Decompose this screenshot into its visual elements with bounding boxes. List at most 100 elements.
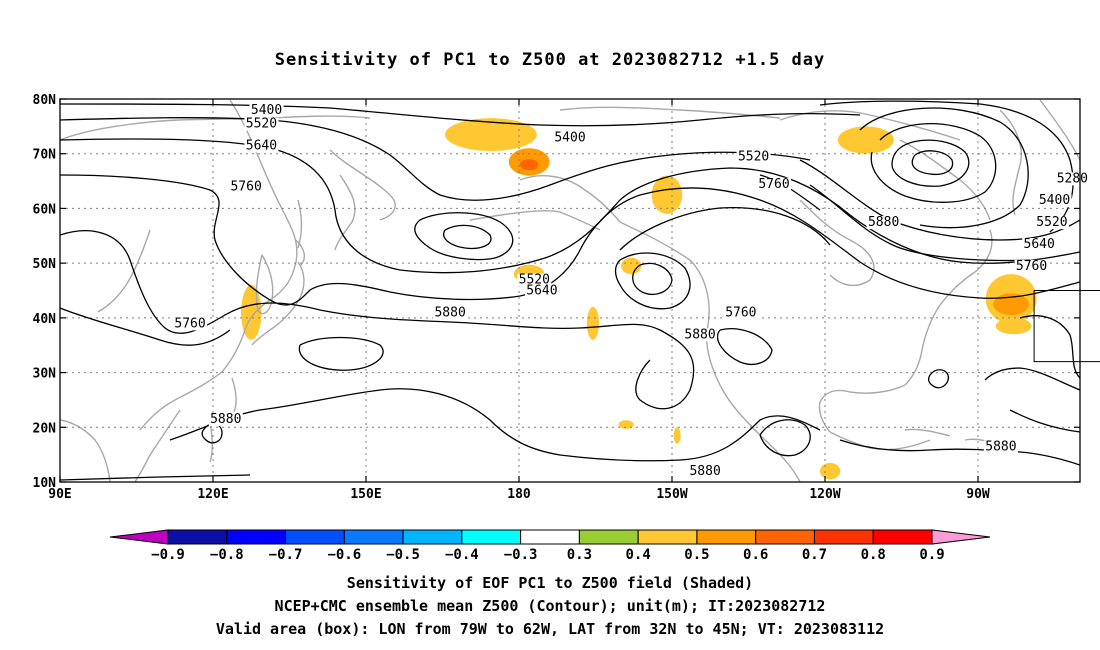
lat-tick-label: 10N [33, 476, 57, 491]
sensitivity-blob [993, 293, 1029, 316]
z500-contour [891, 139, 970, 187]
z500-contour [928, 369, 949, 389]
lat-tick-label: 40N [33, 312, 57, 327]
contour-label: 5760 [174, 316, 205, 331]
lon-tick-label: 90W [966, 487, 990, 502]
z500-contour [60, 117, 811, 201]
z500-contour [60, 103, 861, 127]
colorbar-right-arrow [931, 529, 991, 545]
contour-label-bg [524, 284, 559, 298]
z500-contour [1009, 409, 1080, 433]
contour-label-bg [723, 306, 758, 320]
z500-contour [859, 107, 1029, 229]
contour-label-bg [683, 328, 718, 342]
contour-label: 5400 [554, 130, 585, 145]
z500-contour [809, 184, 1031, 262]
colorbar-swatch [402, 529, 463, 545]
z500-contour [839, 439, 1080, 466]
contour-label-bg [1055, 172, 1090, 186]
sensitivity-blob [837, 126, 894, 154]
lat-tick-label: 30N [33, 367, 57, 382]
contour-label: 5400 [1039, 193, 1070, 208]
map-frame [59, 98, 1081, 483]
caption-line-3: Valid area (box): LON from 79W to 62W, L… [215, 620, 885, 638]
contour-label-bg [757, 177, 791, 191]
coastline [297, 199, 303, 249]
valid-area-box [1033, 290, 1100, 363]
colorbar-level-label: −0.8 [210, 547, 244, 563]
contour-label-bg [688, 465, 723, 479]
colorbar-level-label: −0.4 [445, 547, 479, 563]
lon-tick-label: 150W [656, 487, 687, 502]
colorbar-level-label: −0.3 [504, 547, 538, 563]
z500-contour [984, 367, 1080, 391]
coastline [134, 409, 181, 482]
contour-label-bg [249, 103, 284, 117]
z500-contour [60, 138, 1080, 274]
sensitivity-blob [1083, 370, 1100, 419]
contour-label-bg [433, 306, 468, 320]
lon-tick-label: 180 [507, 487, 531, 502]
contour-label-bg [517, 273, 552, 287]
colorbar-level-label: 0.4 [626, 547, 651, 563]
contour-label: 5880 [689, 464, 720, 479]
coastline [60, 115, 371, 141]
contour-label-bg [208, 413, 243, 427]
z500-contour [619, 206, 831, 251]
colorbar-level-label: 0.5 [684, 547, 709, 563]
z500-contour [1019, 315, 1080, 379]
colorbar-swatch [226, 529, 287, 545]
z500-contour [870, 123, 997, 203]
sensitivity-blob [618, 420, 634, 429]
z500-contour [716, 328, 773, 365]
sensitivity-blob [586, 306, 600, 340]
coastline [251, 261, 305, 346]
lon-tick-label: 120E [197, 487, 228, 502]
coastline [1039, 99, 1080, 161]
contour-label: 5280 [1057, 171, 1088, 186]
colorbar-level-label: 0.6 [743, 547, 768, 563]
coastline [899, 139, 991, 221]
contour-labels: 5400552056405760576058805400552056405880… [173, 103, 1090, 479]
colorbar-swatch [520, 529, 580, 545]
z500-contour [60, 474, 251, 481]
z500-contour [799, 159, 1080, 241]
contour-label: 5880 [868, 215, 899, 230]
contour-label: 5520 [519, 273, 550, 288]
colorbar-level-label: 0.8 [861, 547, 886, 563]
sensitivity-blob [520, 159, 539, 171]
valid-area-rect [1033, 290, 1100, 363]
colorbar-level-label: −0.7 [269, 547, 303, 563]
contour-label-bg [244, 117, 279, 131]
contour-label: 5400 [251, 103, 282, 118]
contour-label: 5760 [1016, 259, 1047, 274]
sensitivity-blob [819, 462, 841, 480]
contour-label-bg [1022, 237, 1057, 251]
contour-label-bg [1034, 216, 1069, 230]
map-title: Sensitivity of PC1 to Z500 at 2023082712… [274, 50, 826, 70]
contour-label: 5520 [738, 149, 769, 164]
coastline [334, 174, 356, 251]
contour-label-bg [244, 139, 279, 153]
contour-label-bg [229, 180, 264, 194]
colorbar-level-label: −0.9 [151, 547, 185, 563]
contour-label-bg [983, 440, 1018, 454]
contour-label-bg [1014, 259, 1049, 273]
z500-contour [759, 419, 811, 457]
colorbar-swatch [872, 529, 933, 545]
sensitivity-blob [995, 317, 1032, 335]
lon-tick-label: 120W [809, 487, 840, 502]
colorbar-level-label: 0.7 [802, 547, 827, 563]
contour-label-bg [173, 317, 208, 331]
contour-label: 5520 [1036, 215, 1067, 230]
caption-line-2: NCEP+CMC ensemble mean Z500 (Contour); u… [274, 597, 826, 615]
z500-contour [614, 252, 691, 310]
coastline [519, 175, 691, 261]
contour-label-bg [553, 131, 587, 145]
map-axes: 90E 120E 150E 180 150W 120W 90W 80N 70N 60N 50N 40N… [33, 93, 1080, 502]
coastline [818, 384, 906, 433]
contour-label: 5520 [246, 117, 277, 132]
coastline [689, 259, 801, 482]
contour-label-bg [1037, 194, 1072, 208]
